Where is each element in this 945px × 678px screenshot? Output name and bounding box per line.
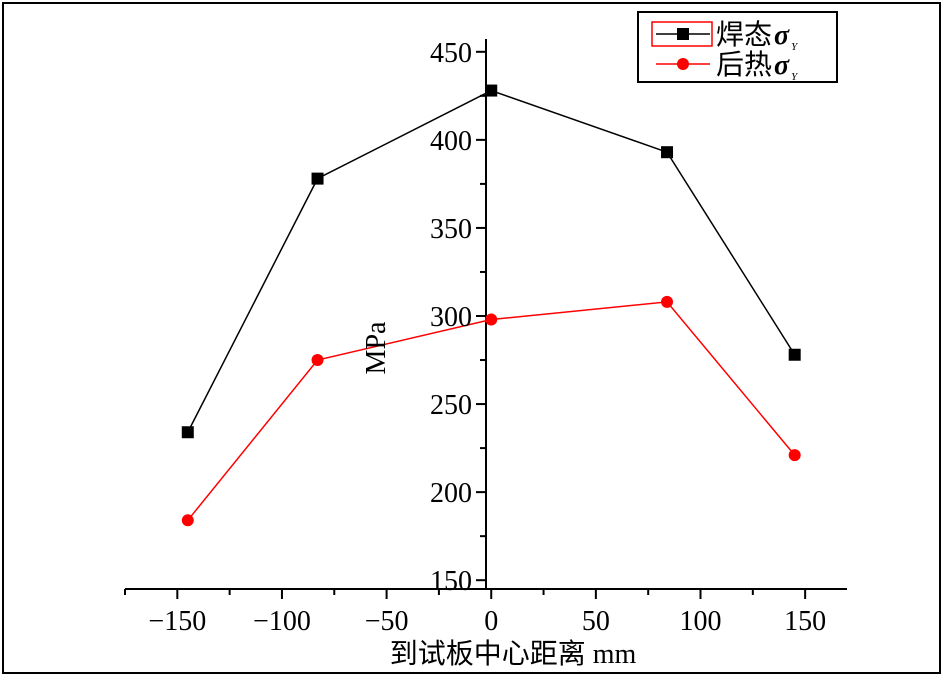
series-0 <box>181 84 801 439</box>
x-tick-label: −150 <box>148 606 206 637</box>
tick-labels: −150 −100 −50 0 50 100 150 150 200 250 300 350 400 45… <box>148 38 826 637</box>
data-point <box>788 449 801 462</box>
legend-highlight-box <box>651 21 713 47</box>
data-point <box>485 84 498 97</box>
legend-item-postheat: 后热σ Y <box>656 49 799 83</box>
data-point <box>181 426 194 439</box>
y-tick-label: 150 <box>430 566 472 597</box>
data-point <box>661 146 674 159</box>
x-tick-label: 50 <box>582 606 610 637</box>
series-layer <box>181 84 801 527</box>
data-point <box>485 313 498 326</box>
x-tick-label: 100 <box>680 606 722 637</box>
legend-label-postheat: 后热σ Y <box>716 49 799 83</box>
data-point <box>311 354 324 367</box>
legend-label-weld: 焊态σ Y <box>716 19 799 53</box>
x-tick-label: −100 <box>253 606 311 637</box>
data-point <box>311 172 324 185</box>
x-tick-label: −50 <box>365 606 409 637</box>
y-tick-label: 450 <box>430 38 472 69</box>
axes <box>124 39 847 599</box>
legend: 焊态σ Y 后热σ Y <box>637 11 838 83</box>
x-tick-label: 150 <box>784 606 826 637</box>
y-tick-label: 250 <box>430 390 472 421</box>
legend-marker-postheat <box>677 58 689 70</box>
y-tick-label: 300 <box>430 302 472 333</box>
y-tick-label: 200 <box>430 478 472 509</box>
series-line <box>187 301 796 521</box>
data-point <box>181 514 194 527</box>
x-axis-title: 到试板中心距离 mm <box>390 638 637 670</box>
legend-item-weld: 焊态σ Y <box>651 19 799 53</box>
legend-box <box>637 11 838 83</box>
legend-marker-weld <box>677 28 689 40</box>
series-1 <box>181 295 801 527</box>
y-axis-title: MPa <box>361 321 392 374</box>
y-tick-label: 400 <box>430 126 472 157</box>
data-point <box>788 348 801 361</box>
x-tick-label: 0 <box>484 606 498 637</box>
data-point <box>661 295 674 308</box>
y-tick-label: 350 <box>430 214 472 245</box>
series-line <box>187 89 796 433</box>
